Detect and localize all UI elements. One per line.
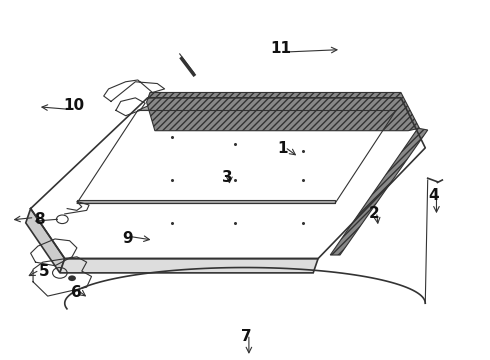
Text: 2: 2	[369, 206, 379, 221]
Text: 7: 7	[241, 329, 252, 343]
Text: 4: 4	[429, 188, 440, 203]
Text: 11: 11	[270, 41, 291, 56]
Polygon shape	[138, 105, 396, 111]
Polygon shape	[77, 200, 335, 203]
Circle shape	[68, 275, 76, 281]
Text: 10: 10	[63, 98, 84, 113]
Text: 6: 6	[71, 285, 81, 300]
Text: 1: 1	[277, 141, 288, 157]
Polygon shape	[60, 258, 318, 273]
Text: 3: 3	[221, 170, 232, 185]
Text: 5: 5	[39, 264, 49, 279]
Text: 8: 8	[34, 212, 45, 227]
Polygon shape	[147, 93, 419, 131]
Text: 9: 9	[122, 231, 132, 246]
Polygon shape	[330, 128, 428, 255]
Polygon shape	[26, 208, 65, 273]
